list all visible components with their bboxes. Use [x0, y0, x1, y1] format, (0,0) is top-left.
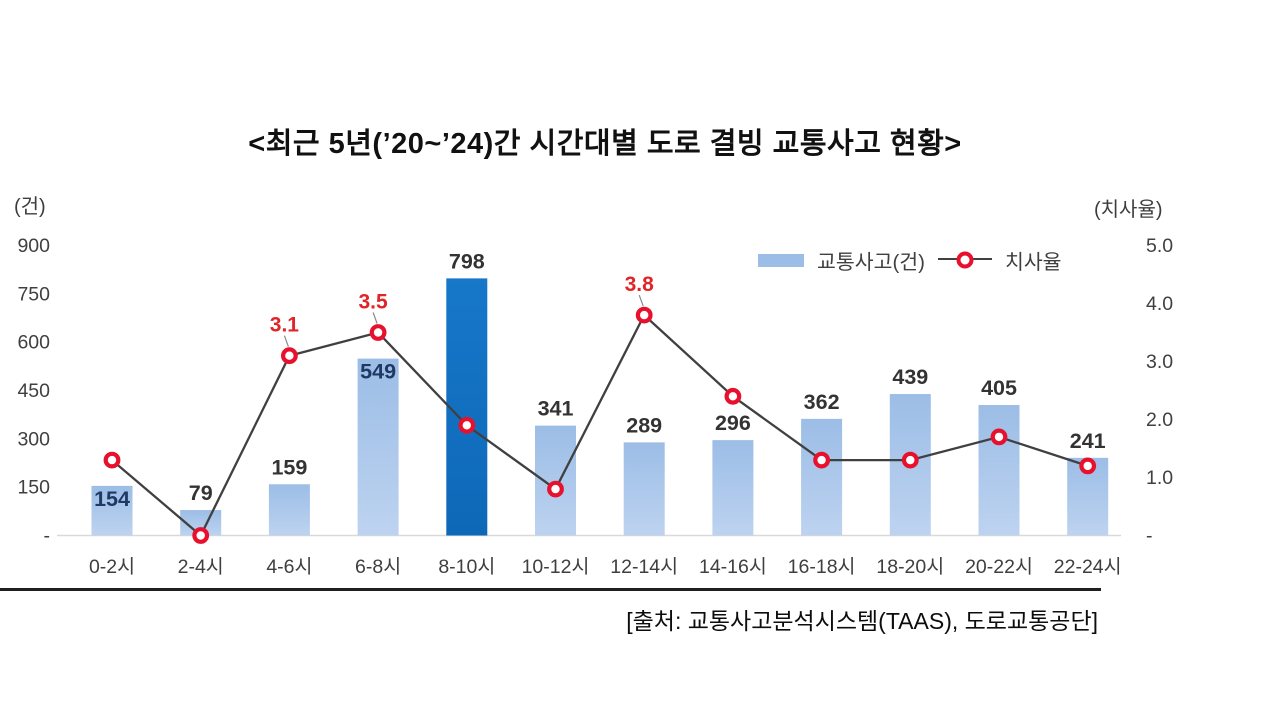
- left-axis-tick-900: 900: [17, 235, 50, 257]
- right-axis-tick-2.0: 2.0: [1146, 409, 1173, 431]
- accident-bar-5: [535, 425, 576, 536]
- x-axis-label-0: 0-2시: [89, 556, 135, 578]
- x-axis-label-8: 16-18시: [788, 556, 856, 578]
- fatality-marker-11: [1079, 457, 1097, 475]
- legend-bars-label: 교통사고(건): [817, 251, 925, 274]
- left-axis-tick-600: 600: [17, 332, 50, 354]
- x-axis-label-9: 18-20시: [876, 556, 944, 578]
- x-axis-label-11: 22-24시: [1054, 556, 1122, 578]
- x-axis-label-1: 2-4시: [178, 556, 224, 578]
- left-axis-tick-300: 300: [17, 428, 50, 450]
- chart-title: <최근 5년(’20~’24)간 시간대별 도로 결빙 교통사고 현황>: [248, 128, 962, 160]
- left-axis-tick--: -: [44, 525, 51, 547]
- right-axis-tick-4.0: 4.0: [1146, 293, 1173, 315]
- rate-label-leader-6: [638, 294, 644, 307]
- fatality-marker-2: [281, 347, 298, 365]
- fatality-marker-6: [635, 306, 653, 324]
- footer-divider: [0, 588, 1101, 591]
- x-axis-label-6: 12-14시: [610, 556, 678, 578]
- legend-line-label: 치사율: [1004, 251, 1062, 274]
- left-axis-tick-750: 750: [17, 283, 50, 305]
- left-axis-unit-label: (건): [14, 196, 46, 218]
- fatality-marker-10: [990, 428, 1008, 446]
- bar-value-label-4: 798: [449, 249, 485, 273]
- accident-bar-2: [268, 484, 310, 536]
- bar-value-label-8: 362: [804, 390, 840, 414]
- bar-value-label-9: 439: [892, 365, 928, 389]
- right-axis-tick-1.0: 1.0: [1146, 467, 1173, 489]
- bar-value-label-6: 289: [626, 413, 662, 437]
- x-axis-label-2: 4-6시: [266, 556, 312, 578]
- left-axis-tick-450: 450: [17, 380, 50, 402]
- accident-bar-10: [978, 405, 1020, 536]
- fatality-marker-3: [369, 324, 387, 341]
- legend: 교통사고(건) 치사율: [758, 245, 1062, 275]
- right-axis-unit-label: (치사율): [1094, 199, 1163, 221]
- accident-bar-7: [712, 440, 754, 536]
- bar-value-label-11: 241: [1070, 429, 1106, 453]
- x-axis-label-3: 6-8시: [355, 556, 401, 578]
- rate-value-label-3: 3.5: [358, 291, 388, 314]
- x-axis-label-7: 14-16시: [699, 556, 767, 578]
- x-axis-label-10: 20-22시: [965, 556, 1033, 578]
- fatality-marker-4: [458, 416, 476, 434]
- x-axis-label-5: 10-12시: [522, 556, 590, 578]
- bar-value-label-1: 79: [189, 481, 213, 505]
- rate-label-leader-3: [372, 312, 378, 324]
- bar-value-label-0: 154: [94, 487, 130, 511]
- right-axis-tick--: -: [1146, 525, 1153, 547]
- accident-bar-4-highlighted: [446, 278, 488, 536]
- fatality-rate-line: [111, 313, 1089, 538]
- fatality-marker-8: [813, 451, 830, 469]
- legend-ring-icon: [956, 251, 974, 269]
- left-axis-tick-150: 150: [17, 477, 50, 499]
- accident-bar-3: [357, 358, 399, 536]
- bar-value-label-7: 296: [715, 411, 751, 435]
- accident-bar-8: [801, 418, 843, 536]
- bar-value-label-2: 159: [271, 455, 307, 479]
- right-axis-tick-5.0: 5.0: [1146, 235, 1173, 257]
- right-axis-tick-3.0: 3.0: [1146, 351, 1173, 373]
- fatality-marker-0: [103, 451, 121, 469]
- fatality-marker-1: [192, 527, 210, 544]
- rate-label-leader-2: [283, 335, 289, 347]
- rate-value-label-6: 3.8: [625, 273, 655, 296]
- accident-bar-0: [91, 485, 133, 536]
- bar-value-label-10: 405: [981, 376, 1017, 400]
- fatality-marker-9: [901, 451, 919, 469]
- accident-bar-6: [623, 442, 665, 536]
- rate-value-label-2: 3.1: [270, 314, 300, 337]
- bar-value-label-3: 549: [360, 360, 396, 384]
- fatality-marker-7: [724, 387, 742, 405]
- x-axis-label-4: 8-10시: [438, 556, 495, 578]
- fatality-marker-5: [547, 480, 564, 498]
- legend-bar-swatch-icon: [758, 253, 804, 267]
- bar-value-label-5: 341: [538, 397, 574, 421]
- legend-line-marker-icon: [937, 251, 992, 269]
- source-caption: [출처: 교통사고분석시스템(TAAS), 도로교통공단]: [626, 608, 1098, 634]
